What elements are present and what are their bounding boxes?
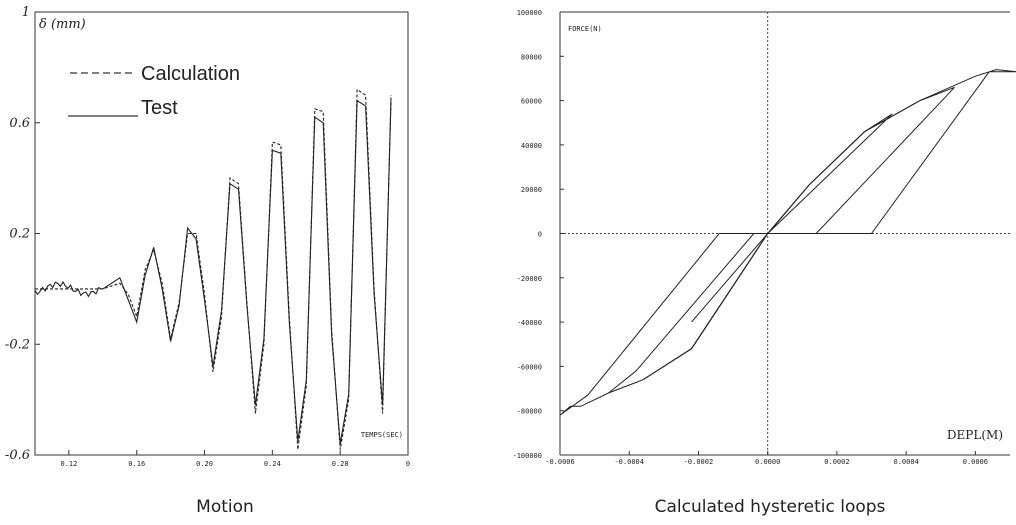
- motion-x-axis-label: TEMPS(SEC): [361, 431, 403, 439]
- legend-test-label: Test: [141, 97, 178, 119]
- hyst-x-tick-label: 0.0002: [824, 458, 849, 466]
- hyst-y-tick-label: -60000: [517, 363, 542, 371]
- motion-chart: 1 0.6 0.2 -0.2 -0.6 0.12 0.16 0.20 0.24 0.28 0 δ (m…: [5, 5, 410, 468]
- motion-chart-panel: 1 0.6 0.2 -0.2 -0.6 0.12 0.16 0.20 0.24 0.28 0 δ (m…: [0, 0, 415, 525]
- hysteresis-loop-2: [608, 86, 955, 394]
- legend-calculation-label: Calculation: [141, 63, 240, 85]
- motion-x-tick-label: 0.20: [196, 460, 213, 468]
- hysteresis-chart: 100000 80000 60000 40000 20000 0 -20000 -40000 -…: [512, 9, 1016, 466]
- hyst-y-tick-label: -80000: [517, 408, 542, 416]
- motion-y-axis-label: δ (mm): [39, 17, 86, 32]
- hyst-x-tick-label: -0.0006: [545, 458, 575, 466]
- hysteresis-loop-3: [691, 113, 893, 349]
- motion-x-tick-label: 0.28: [332, 460, 349, 468]
- hyst-y-tick-label: 100000: [517, 9, 542, 17]
- motion-x-tick-label: 0.12: [60, 460, 77, 468]
- hyst-y-tick-label: -40000: [517, 319, 542, 327]
- hyst-x-tick-label: -0.0004: [614, 458, 644, 466]
- hyst-y-tick-label: 40000: [521, 142, 542, 150]
- motion-x-tick-label: 0: [406, 460, 410, 468]
- motion-x-tick-label: 0.16: [128, 460, 145, 468]
- hyst-x-tick-label: -0.0002: [684, 458, 714, 466]
- hyst-y-tick-label: 80000: [521, 53, 542, 61]
- hyst-x-tick-label: 0.0000: [755, 458, 780, 466]
- motion-y-tick-label: 1: [22, 5, 30, 20]
- hysteresis-caption: Calculated hysteretic loops: [654, 497, 886, 517]
- hyst-y-tick-label: -20000: [517, 275, 542, 283]
- hysteresis-chart-panel: 100000 80000 60000 40000 20000 0 -20000 -40000 -…: [480, 0, 1016, 525]
- hyst-x-tick-label: 0.0004: [894, 458, 919, 466]
- hysteresis-loop-1: [559, 69, 1016, 416]
- series-test-line: [34, 99, 392, 444]
- motion-y-tick-label: -0.2: [5, 337, 30, 352]
- hyst-y-tick-label: 60000: [521, 98, 542, 106]
- hyst-y-tick-label: 20000: [521, 186, 542, 194]
- motion-y-tick-label: -0.6: [5, 448, 30, 463]
- motion-y-tick-label: 0.6: [9, 116, 30, 131]
- motion-y-tick-label: 0.2: [9, 227, 30, 242]
- hyst-y-tick-label: 0: [538, 231, 542, 239]
- series-calculation-line: [35, 88, 392, 450]
- hyst-x-tick-label: 0.0006: [963, 458, 988, 466]
- hyst-y-axis-label: FORCE(N): [568, 25, 602, 33]
- hyst-x-axis-label: DEPL(M): [947, 428, 1003, 442]
- motion-caption: Motion: [196, 497, 254, 517]
- hyst-y-tick-label: -100000: [512, 452, 542, 460]
- motion-x-tick-label: 0.24: [264, 460, 281, 468]
